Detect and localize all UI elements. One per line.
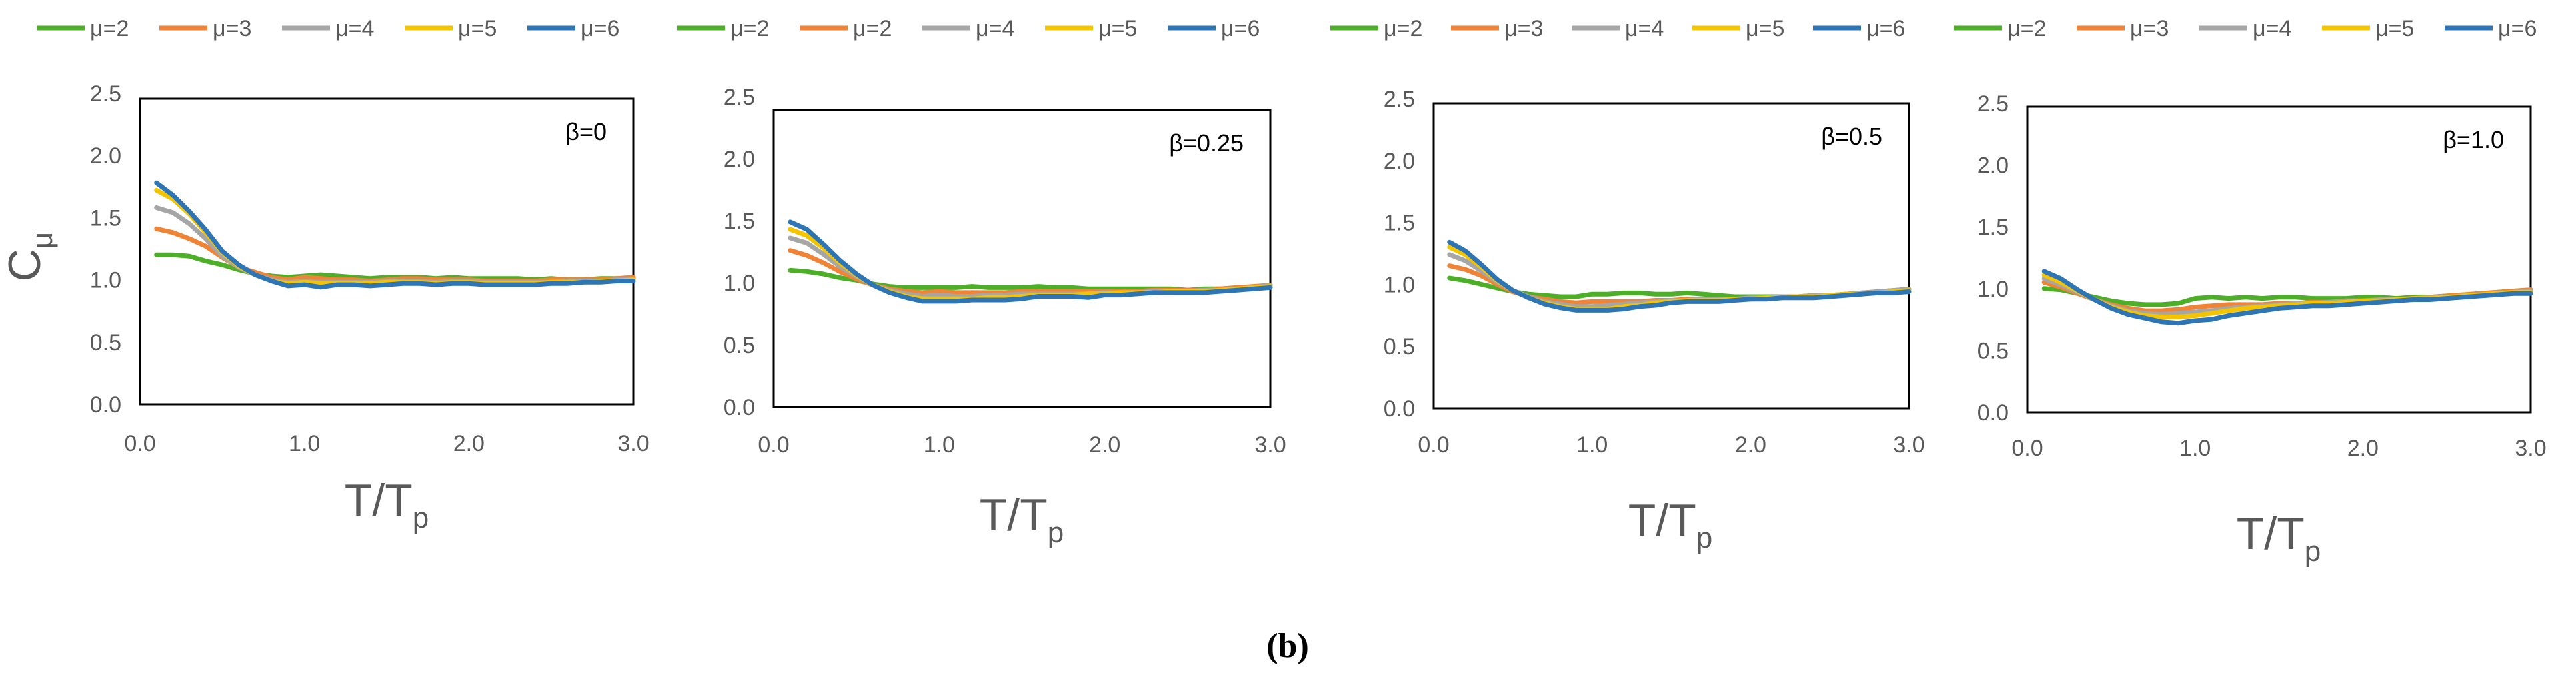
y-tick-label: 2.0 [90,143,121,169]
x-axis-title: T/Tp [980,490,1064,549]
legend-label: μ=4 [976,16,1014,41]
panels: μ=2 μ=3 μ=4 μ=5 μ=6 0.0 0.5 1.0 1.5 2.0 2.5 0.0 1.0 2… [0,16,2547,568]
x-axis-title: T/Tp [345,475,429,534]
legend-label: μ=3 [213,16,251,41]
x-tick-label: 3.0 [2515,436,2546,461]
y-tick-label: 1.0 [1977,277,2009,302]
y-tick-label: 0.5 [90,330,121,356]
series-line-5 [2041,269,2533,326]
x-tick-label: 1.0 [2179,436,2211,461]
x-tick-label: 2.0 [2347,436,2379,461]
x-tick-label: 0.0 [2011,436,2043,461]
x-tick-label: 2.0 [1089,432,1120,458]
legend-label: μ=4 [1625,16,1664,41]
y-tick-label: 1.5 [1977,215,2009,240]
figure-caption: (b) [1266,627,1309,665]
y-tick-label: 2.5 [1384,87,1415,112]
y-tick-label: 0.0 [90,392,121,418]
x-tick-label: 2.0 [453,431,485,456]
y-tick-label: 1.0 [1384,272,1415,297]
x-tick-label: 1.0 [1576,432,1608,458]
legend-label: μ=5 [458,16,497,41]
y-axis-title: Cμ [0,232,59,281]
chart-panel-2: μ=2 μ=2 μ=4 μ=5 μ=6 0.0 0.5 1.0 1.5 2.0 2.5 0.0 1.0 2… [677,16,1286,549]
legend-label: μ=2 [1384,16,1422,41]
series-line-5 [1447,239,1912,313]
legend-label: μ=2 [853,16,892,41]
x-axis-title: T/Tp [1628,495,1712,554]
y-tick-label: 1.5 [90,205,121,231]
legend-label: μ=6 [581,16,619,41]
legend-label: μ=3 [2130,16,2169,41]
y-tick-label: 0.5 [724,333,755,358]
x-tick-label: 0.0 [124,431,155,456]
y-tick-label: 1.5 [1384,211,1415,236]
chart-panel-3: μ=2 μ=3 μ=4 μ=5 μ=6 0.0 0.5 1.0 1.5 2.0 2.5 0.0 1.0 2… [1330,16,1925,554]
series-line-5 [154,180,636,290]
plot-frame [139,97,635,406]
y-tick-label: 1.0 [90,268,121,293]
x-tick-label: 3.0 [1893,432,1924,458]
y-tick-label: 0.0 [724,395,755,420]
legend-label: μ=6 [2498,16,2537,41]
x-tick-label: 3.0 [1254,432,1286,458]
y-tick-label: 2.0 [724,147,755,172]
legend-label: μ=6 [1866,16,1905,41]
chart-panel-4: μ=2 μ=3 μ=4 μ=5 μ=6 0.0 0.5 1.0 1.5 2.0 2.5 0.0 1.0 2… [1954,16,2547,568]
y-tick-label: 2.5 [1977,91,2009,117]
x-axis-title: T/Tp [2237,508,2321,568]
panel-beta-label: β=0 [565,118,607,145]
x-tick-label: 1.0 [289,431,320,456]
y-tick-label: 1.5 [724,209,755,234]
x-tick-label: 2.0 [1735,432,1766,458]
x-tick-label: 3.0 [617,431,649,456]
series-line-5 [788,219,1273,304]
panel-beta-label: β=0.25 [1169,129,1244,157]
legend-label: μ=5 [2375,16,2414,41]
panel-beta-label: β=0.5 [1821,123,1882,150]
x-tick-label: 1.0 [924,432,955,458]
y-tick-label: 2.5 [90,81,121,107]
x-tick-label: 0.0 [758,432,789,458]
y-tick-label: 0.5 [1384,334,1415,360]
legend-label: μ=2 [730,16,769,41]
x-tick-label: 0.0 [1418,432,1449,458]
y-tick-label: 2.5 [724,85,755,110]
y-tick-label: 2.0 [1384,149,1415,174]
y-tick-label: 2.0 [1977,153,2009,179]
legend-label: μ=5 [1098,16,1137,41]
panel-beta-label: β=1.0 [2443,126,2504,153]
plot-frame [1432,102,1910,410]
legend-label: μ=3 [1504,16,1543,41]
y-tick-label: 0.0 [1384,396,1415,422]
legend-label: μ=4 [2253,16,2291,41]
legend-label: μ=5 [1746,16,1784,41]
legend-label: μ=4 [335,16,374,41]
plot-frame [2026,105,2532,414]
plot-frame [772,109,1272,408]
y-tick-label: 0.0 [1977,400,2009,426]
chart-panel-1: μ=2 μ=3 μ=4 μ=5 μ=6 0.0 0.5 1.0 1.5 2.0 2.5 0.0 1.0 2… [0,16,650,534]
y-tick-label: 1.0 [724,271,755,296]
legend-label: μ=2 [2007,16,2046,41]
legend-label: μ=2 [90,16,129,41]
y-tick-label: 0.5 [1977,338,2009,364]
legend-label: μ=6 [1221,16,1260,41]
